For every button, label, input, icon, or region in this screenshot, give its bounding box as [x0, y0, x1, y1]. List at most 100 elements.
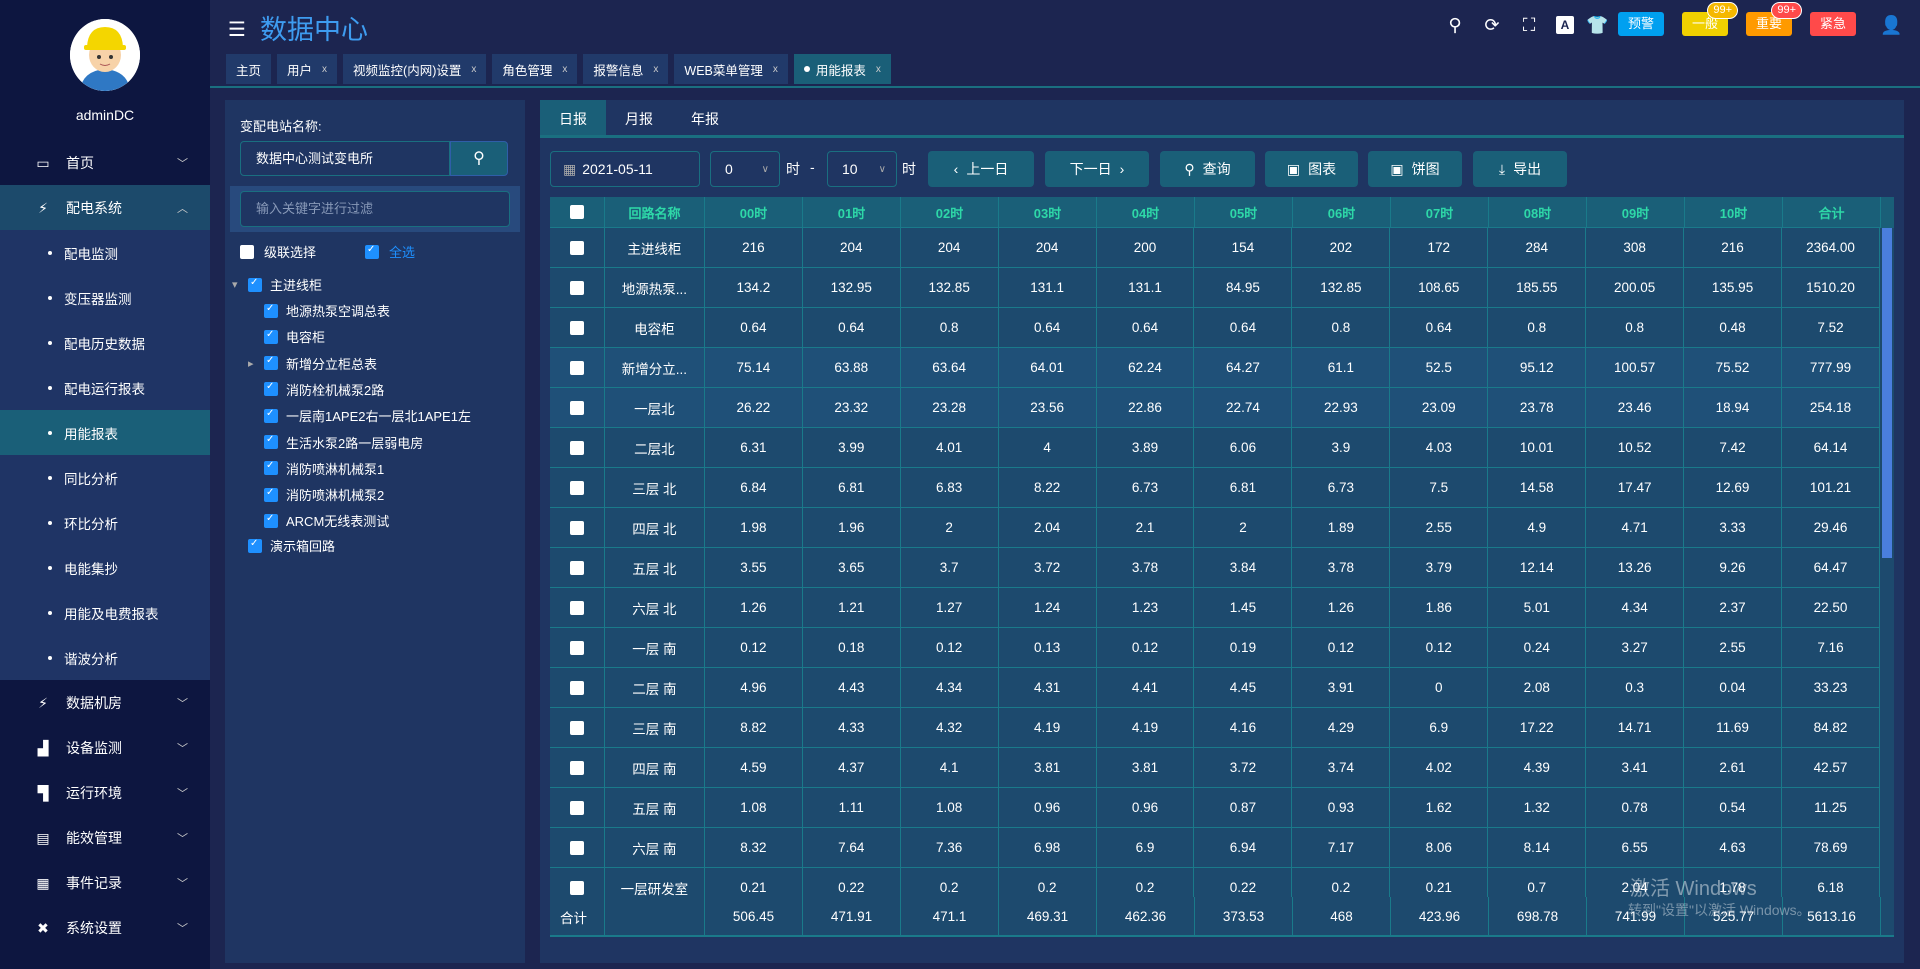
- row-checkbox[interactable]: [569, 800, 584, 815]
- chart-button[interactable]: ▣ 图表: [1265, 151, 1358, 187]
- row-checkbox[interactable]: [569, 560, 584, 575]
- tree-node[interactable]: 消防栓机械泵2路: [264, 380, 384, 399]
- sidebar-subitem[interactable]: 变压器监测: [0, 275, 210, 320]
- user-icon[interactable]: 👤: [1880, 15, 1903, 35]
- table-row[interactable]: 一层 南 0.12 0.18 0.12 0.13 0.12 0.19 0.12 0.12 0.24…: [550, 628, 1880, 668]
- select-all-checkbox[interactable]: [365, 244, 379, 259]
- table-row[interactable]: 地源热泵... 134.2 132.95 132.85 131.1 131.1 84.95 1…: [550, 268, 1880, 308]
- sidebar-subitem[interactable]: 配电历史数据: [0, 320, 210, 365]
- tab-item[interactable]: 视频监控(内网)设置 x: [343, 54, 487, 84]
- avatar[interactable]: [70, 19, 140, 91]
- prev-day-button[interactable]: ‹ 上一日: [928, 151, 1034, 187]
- column-header[interactable]: 03时: [999, 197, 1097, 228]
- tab-item[interactable]: 用能报表 x: [793, 54, 891, 84]
- row-checkbox[interactable]: [569, 520, 584, 535]
- sidebar-item[interactable]: ⚡ 数据机房 ﹀: [0, 680, 210, 725]
- tree-checkbox[interactable]: [264, 408, 278, 423]
- sidebar-subitem[interactable]: 用能及电费报表: [0, 590, 210, 635]
- row-checkbox[interactable]: [569, 480, 584, 495]
- sidebar-item[interactable]: ✖ 系统设置 ﹀: [0, 905, 210, 950]
- date-picker[interactable]: ▦ 2021-05-11: [550, 151, 700, 187]
- cascade-checkbox[interactable]: [240, 244, 254, 259]
- search-icon[interactable]: ⚲: [1448, 15, 1462, 35]
- sidebar-item[interactable]: ▤ 能效管理 ﹀: [0, 815, 210, 860]
- sidebar-subitem[interactable]: 配电监测: [0, 230, 210, 275]
- column-header[interactable]: 10时: [1685, 197, 1783, 228]
- sidebar-item[interactable]: ⚡ 配电系统 ︿: [0, 185, 210, 230]
- tree-checkbox[interactable]: [264, 303, 278, 318]
- tree-node[interactable]: ARCM无线表测试: [264, 511, 389, 530]
- select-all[interactable]: 全选: [365, 242, 415, 261]
- table-row[interactable]: 主进线柜 216 204 204 204 200 154 202 172 284 308 216 236…: [550, 228, 1880, 268]
- fullscreen-icon[interactable]: ⛶: [1522, 15, 1536, 35]
- table-row[interactable]: 一层研发室 0.21 0.22 0.2 0.2 0.2 0.22 0.2 0.21 0.7 2.04…: [550, 868, 1880, 897]
- sidebar-item[interactable]: ▟ 设备监测 ﹀: [0, 725, 210, 770]
- close-icon[interactable]: x: [471, 63, 477, 75]
- alarm-button[interactable]: 紧急: [1810, 12, 1856, 36]
- tree-node[interactable]: 消防喷淋机械泵1: [264, 459, 384, 478]
- sidebar-subitem[interactable]: 用能报表: [0, 410, 210, 455]
- row-checkbox[interactable]: [569, 880, 584, 895]
- column-header[interactable]: 05时: [1195, 197, 1293, 228]
- tab-item[interactable]: 主页: [226, 54, 272, 84]
- tree-checkbox[interactable]: [264, 381, 278, 397]
- sidebar-subitem[interactable]: 配电运行报表: [0, 365, 210, 410]
- close-icon[interactable]: x: [653, 63, 659, 75]
- table-row[interactable]: 新增分立... 75.14 63.88 63.64 64.01 62.24 64.27 61.…: [550, 348, 1880, 388]
- row-checkbox[interactable]: [569, 720, 584, 735]
- row-checkbox[interactable]: [569, 320, 584, 335]
- table-row[interactable]: 四层 北 1.98 1.96 2 2.04 2.1 2 1.89 2.55 4.9 4.71 3.33…: [550, 508, 1880, 548]
- row-checkbox[interactable]: [569, 640, 584, 655]
- hour-to-select[interactable]: 10 ∨: [827, 151, 897, 187]
- column-header[interactable]: 合计: [1783, 197, 1881, 228]
- table-row[interactable]: 电容柜 0.64 0.64 0.8 0.64 0.64 0.64 0.8 0.64 0.8 0.8 0…: [550, 308, 1880, 348]
- refresh-icon[interactable]: ⟳: [1484, 15, 1500, 35]
- table-row[interactable]: 二层北 6.31 3.99 4.01 4 3.89 6.06 3.9 4.03 10.01 10.5…: [550, 428, 1880, 468]
- column-header[interactable]: 02时: [901, 197, 999, 228]
- column-header[interactable]: 04时: [1097, 197, 1195, 228]
- row-checkbox[interactable]: [569, 840, 584, 855]
- tree-checkbox[interactable]: [264, 355, 278, 371]
- export-button[interactable]: ⤓ 导出: [1473, 151, 1567, 187]
- tree-checkbox[interactable]: [264, 487, 278, 502]
- sidebar-item[interactable]: ▭ 首页 ﹀: [0, 140, 210, 185]
- report-tab[interactable]: 年报: [691, 111, 719, 127]
- report-tab[interactable]: 日报: [540, 100, 606, 135]
- table-row[interactable]: 六层 南 8.32 7.64 7.36 6.98 6.9 6.94 7.17 8.06 8.14 6…: [550, 828, 1880, 868]
- row-checkbox[interactable]: [569, 760, 584, 775]
- close-icon[interactable]: x: [322, 63, 328, 75]
- tree-checkbox[interactable]: [264, 513, 278, 528]
- column-header[interactable]: 06时: [1293, 197, 1391, 228]
- scrollbar-thumb[interactable]: [1882, 228, 1892, 558]
- alarm-button[interactable]: 预警: [1618, 12, 1664, 36]
- column-header[interactable]: 00时: [705, 197, 803, 228]
- table-row[interactable]: 三层 南 8.82 4.33 4.32 4.19 4.19 4.16 4.29 6.9 17.22…: [550, 708, 1880, 748]
- hour-from-select[interactable]: 0 ∨: [710, 151, 780, 187]
- close-icon[interactable]: x: [772, 63, 778, 75]
- menu-toggle-icon[interactable]: ☰: [228, 19, 246, 41]
- tree-checkbox[interactable]: [248, 277, 262, 292]
- tree-node[interactable]: 电容柜: [264, 327, 325, 346]
- theme-shirt-icon[interactable]: 👕: [1586, 15, 1609, 35]
- column-header[interactable]: 01时: [803, 197, 901, 228]
- station-search-button[interactable]: ⚲: [450, 141, 508, 176]
- filter-input[interactable]: 输入关键字进行过滤: [240, 191, 510, 227]
- next-day-button[interactable]: 下一日 ›: [1045, 151, 1149, 187]
- report-tab[interactable]: 月报: [625, 111, 653, 127]
- sidebar-subitem[interactable]: 谐波分析: [0, 635, 210, 680]
- row-checkbox[interactable]: [569, 440, 584, 455]
- tree-node[interactable]: 一层南1APE2右一层北1APE1左: [264, 406, 471, 425]
- sidebar-item[interactable]: ▜ 运行环境 ﹀: [0, 770, 210, 815]
- table-row[interactable]: 六层 北 1.26 1.21 1.27 1.24 1.23 1.45 1.26 1.86 5.01…: [550, 588, 1880, 628]
- tree-checkbox[interactable]: [264, 329, 278, 344]
- sidebar-subitem[interactable]: 电能集抄: [0, 545, 210, 590]
- table-row[interactable]: 五层 北 3.55 3.65 3.7 3.72 3.78 3.84 3.78 3.79 12.14…: [550, 548, 1880, 588]
- query-button[interactable]: ⚲ 查询: [1160, 151, 1255, 187]
- tab-item[interactable]: 角色管理 x: [492, 54, 578, 84]
- sidebar-subitem[interactable]: 同比分析: [0, 455, 210, 500]
- table-scrollbar[interactable]: [1880, 228, 1894, 897]
- sidebar-item[interactable]: ▦ 事件记录 ﹀: [0, 860, 210, 905]
- column-header[interactable]: 09时: [1587, 197, 1685, 228]
- row-checkbox[interactable]: [569, 240, 584, 255]
- row-checkbox[interactable]: [569, 400, 584, 415]
